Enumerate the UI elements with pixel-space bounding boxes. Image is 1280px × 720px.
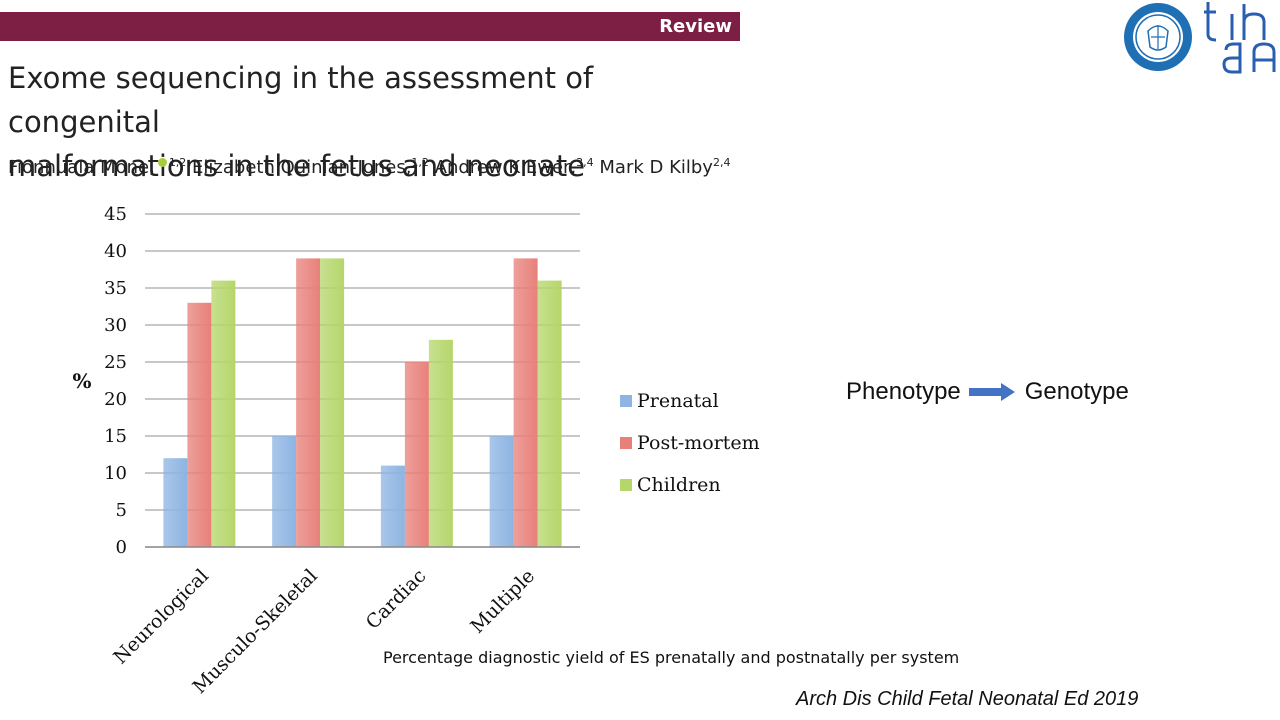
paper-title: Exome sequencing in the assessment of co… — [8, 56, 728, 188]
author-name: Andrew K Ewer, — [434, 157, 577, 178]
legend-label: Children — [637, 474, 721, 496]
bar-prenatal — [163, 458, 188, 547]
legend-label: Prenatal — [637, 390, 719, 412]
legend-swatch — [620, 395, 632, 407]
bar-post-mortem — [513, 258, 538, 547]
y-tick-label: 15 — [104, 426, 127, 447]
citation: Arch Dis Child Fetal Neonatal Ed 2019 — [796, 688, 1139, 710]
section-banner: Review — [0, 12, 740, 41]
y-axis-label: % — [72, 369, 91, 393]
author-affiliation: 2,4 — [712, 156, 731, 169]
x-tick-label: Neurological — [109, 565, 213, 669]
x-tick-label: Cardiac — [362, 565, 431, 634]
bar-children — [211, 280, 236, 547]
bar-post-mortem — [296, 258, 321, 547]
right-arrow-icon — [968, 383, 1015, 401]
tgha-logo — [1204, 2, 1276, 74]
legend-swatch — [620, 437, 632, 449]
y-tick-label: 20 — [104, 389, 127, 410]
phenotype-genotype-flow: Phenotype Genotype — [846, 378, 1129, 406]
author-name: Mark D Kilby — [599, 157, 713, 178]
flow-from-label: Phenotype — [846, 378, 961, 405]
bar-children — [428, 339, 453, 547]
y-tick-label: 5 — [116, 500, 127, 521]
author-name: Fionnuala Mone, — [8, 157, 155, 178]
y-tick-label: 0 — [116, 537, 127, 558]
diagnostic-yield-bar-chart: 051015202530354045%NeurologicalMusculo-S… — [72, 204, 760, 696]
legend-swatch — [620, 479, 632, 491]
university-seal-logo — [1124, 3, 1192, 71]
author-list: Fionnuala Mone, 1,2 Elizabeth Quinlan-Jon… — [8, 156, 730, 178]
paper-title-line-2: malformations in the fetus and neonate — [8, 149, 586, 183]
y-tick-label: 45 — [104, 204, 127, 225]
bar-prenatal — [380, 465, 405, 547]
y-tick-label: 35 — [104, 278, 127, 299]
author-name: Elizabeth Quinlan-Jones, — [192, 157, 412, 178]
figure-caption: Percentage diagnostic yield of ES prenat… — [383, 648, 960, 667]
x-tick-label: Multiple — [466, 565, 539, 638]
flow-to-label: Genotype — [1024, 378, 1129, 405]
bar-prenatal — [272, 436, 297, 547]
legend-label: Post-mortem — [637, 432, 760, 454]
bar-children — [537, 280, 562, 547]
author-affiliation: 1,2 — [411, 156, 429, 169]
bar-post-mortem — [187, 302, 212, 547]
author-affiliation: 3,4 — [576, 156, 594, 169]
bar-post-mortem — [404, 362, 429, 547]
y-tick-label: 30 — [104, 315, 127, 336]
section-label: Review — [659, 16, 732, 37]
paper-title-line-1: Exome sequencing in the assessment of co… — [8, 61, 594, 139]
y-tick-label: 10 — [104, 463, 127, 484]
bar-children — [320, 258, 345, 547]
author-affiliation: 1,2 — [168, 156, 187, 169]
bar-prenatal — [489, 436, 514, 547]
orcid-icon — [157, 158, 167, 167]
y-tick-label: 40 — [104, 241, 127, 262]
y-tick-label: 25 — [104, 352, 127, 373]
